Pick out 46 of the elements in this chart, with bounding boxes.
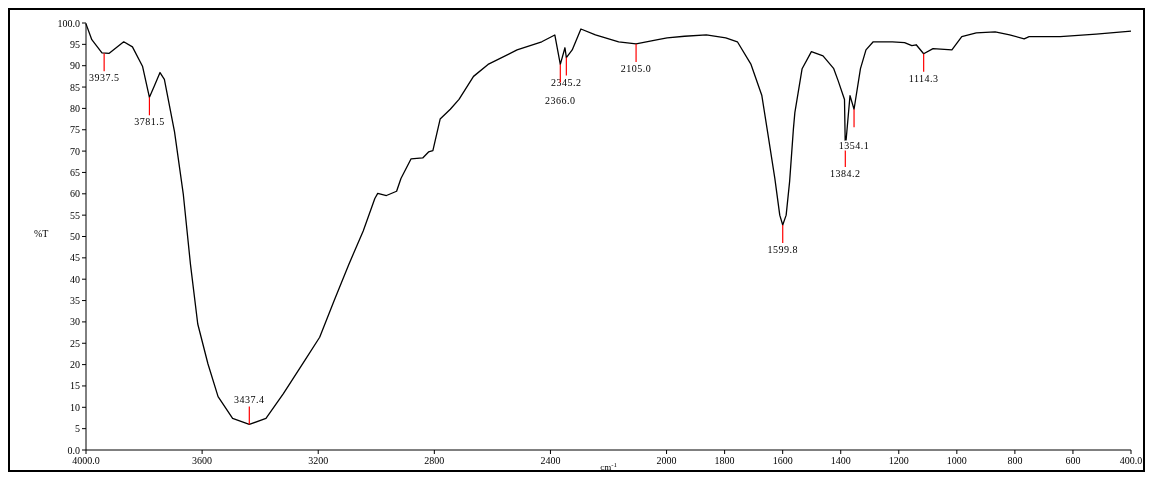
y-tick-label: 25 [70, 337, 80, 349]
y-tick-label: 70 [70, 145, 80, 157]
x-axis-title: cm$^{-1}$ [600, 460, 617, 472]
annotation: 2105.0 [620, 62, 652, 74]
annotation: 3781.5 [134, 116, 165, 128]
y-tick-label: 95 [70, 38, 80, 50]
y-tick-label: 15 [70, 380, 80, 392]
y-tick-label: 10 [70, 401, 80, 413]
x-tick-label: 2000 [656, 455, 677, 466]
x-tick-label: 1400 [830, 455, 851, 466]
annotation: 1114.3 [908, 72, 939, 84]
y-tick-label: 75 [70, 124, 80, 136]
x-tick-label: 3200 [308, 455, 329, 466]
y-tick-label: 0.0 [67, 444, 80, 456]
annotation: 2366.0 [545, 95, 576, 107]
y-tick-label: 30 [70, 316, 80, 328]
x-tick-label: 1800 [714, 455, 735, 466]
y-tick-label: 90 [70, 60, 80, 72]
x-tick-label: 2800 [424, 455, 445, 466]
x-tick-label: 1000 [946, 455, 967, 466]
y-tick-label: 65 [70, 166, 80, 178]
y-tick-label: 20 [70, 359, 80, 371]
annotation: 1599.8 [767, 243, 798, 255]
x-tick-label: 1200 [888, 455, 909, 466]
y-tick-label: 60 [70, 188, 80, 200]
annotation: 3937.5 [88, 72, 120, 84]
y-tick-label: 55 [70, 209, 80, 221]
y-tick-label: 45 [70, 252, 80, 264]
x-tick-label: 800 [1007, 455, 1023, 466]
y-tick-label: 80 [70, 102, 80, 114]
y-tick-label: 35 [70, 295, 80, 307]
y-tick-label: 85 [70, 81, 80, 93]
x-tick-label: 1600 [772, 455, 793, 466]
y-tick-label: 100.0 [57, 17, 80, 29]
annotation: 2345.2 [551, 76, 582, 88]
x-tick-label: 600 [1065, 455, 1081, 466]
x-tick-label: 2400 [540, 455, 561, 466]
x-tick-label: 400.0 [1119, 455, 1143, 466]
y-axis-title: %T [34, 227, 49, 239]
y-tick-label: 5 [75, 423, 80, 435]
x-tick-label: 4000.0 [72, 455, 100, 466]
x-tick-label: 3600 [192, 455, 213, 466]
annotation: 1384.2 [830, 167, 861, 179]
annotation: 3437.4 [234, 394, 265, 406]
y-tick-label: 50 [70, 231, 80, 242]
y-tick-label: 40 [70, 273, 80, 285]
